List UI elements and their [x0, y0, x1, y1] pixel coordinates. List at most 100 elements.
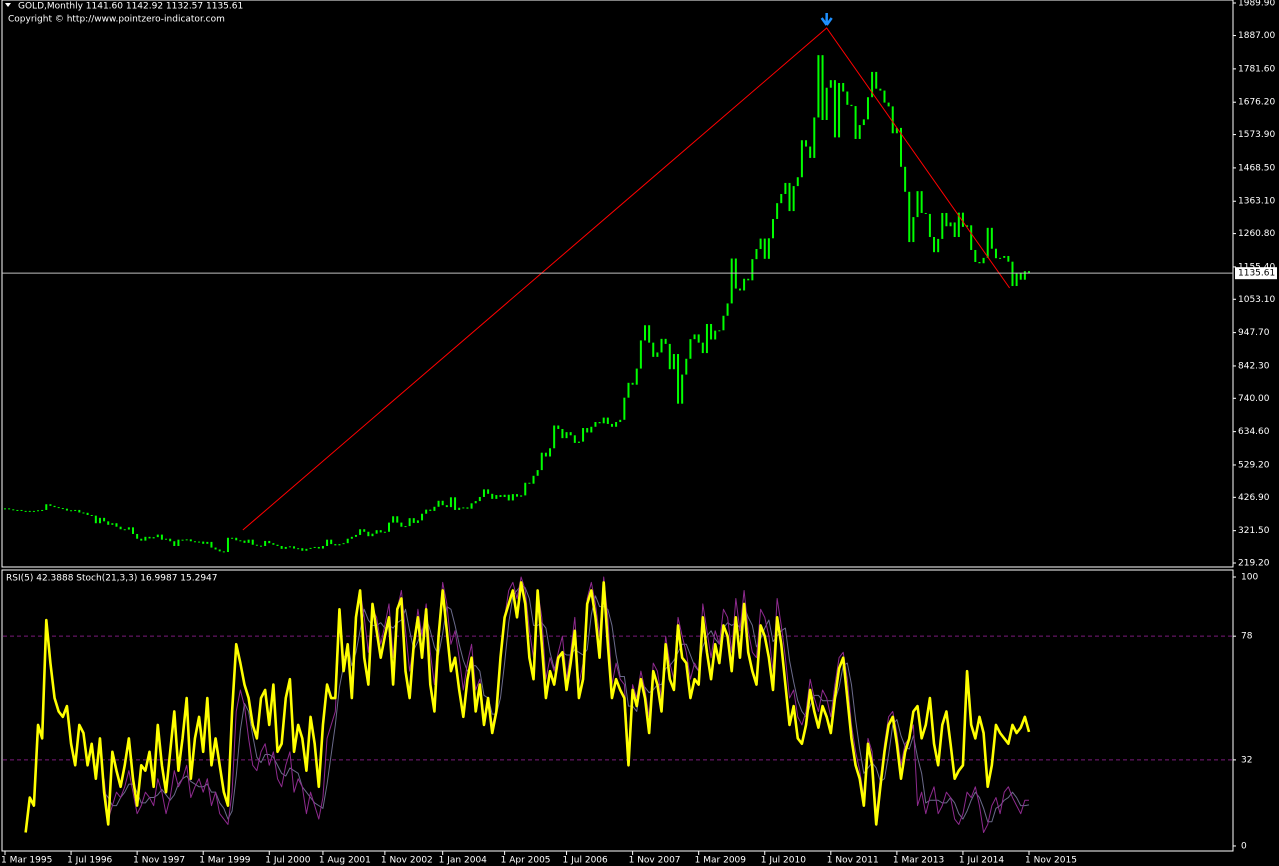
candle — [173, 541, 176, 546]
candle — [685, 358, 688, 375]
candle — [491, 493, 494, 499]
candle — [590, 426, 593, 433]
candle — [772, 218, 774, 239]
candle — [305, 548, 308, 551]
candle — [140, 538, 143, 541]
candle — [272, 543, 275, 545]
candle — [98, 517, 101, 524]
candle — [577, 441, 580, 443]
y-tick-label: 740.00 — [1238, 394, 1270, 404]
candle — [594, 422, 597, 427]
candle — [644, 325, 646, 341]
y-tick-label: 1260.80 — [1238, 229, 1275, 239]
candle — [800, 140, 803, 178]
candle — [953, 222, 956, 238]
candle — [908, 191, 911, 243]
x-tick-label: 1 Mar 2013 — [893, 856, 944, 866]
candle — [1015, 273, 1018, 287]
candle — [32, 510, 35, 512]
candle — [623, 397, 626, 420]
candle — [933, 237, 936, 253]
candle — [627, 382, 630, 398]
main-pane-border — [1, 0, 1234, 568]
candle — [132, 527, 134, 534]
candle — [276, 544, 279, 546]
candle — [974, 249, 977, 262]
candle — [582, 428, 585, 442]
candle — [148, 536, 151, 539]
candle — [842, 82, 845, 92]
candle — [86, 512, 89, 516]
x-tick-label: 1 Nov 2015 — [1025, 856, 1077, 866]
candle — [251, 539, 254, 545]
y-tick-label: 1989.90 — [1238, 0, 1275, 9]
x-tick-label: 1 Jul 2010 — [761, 856, 806, 866]
candle — [222, 551, 225, 553]
x-tick-label: 1 Jul 2014 — [959, 856, 1004, 866]
candle — [854, 106, 857, 139]
candle — [111, 523, 114, 525]
candle — [507, 494, 510, 501]
candle — [482, 489, 485, 497]
candle — [388, 522, 390, 532]
candle — [454, 497, 457, 510]
candle — [879, 88, 882, 91]
symbol-menu-icon[interactable] — [5, 3, 11, 7]
candle — [57, 507, 60, 509]
zigzag-line — [242, 27, 1010, 531]
candle — [817, 55, 820, 118]
candle — [1003, 255, 1006, 258]
candle — [421, 513, 424, 521]
candle — [206, 541, 209, 544]
candle — [437, 500, 440, 507]
candle — [1011, 261, 1014, 287]
candle — [404, 526, 407, 528]
indicator-line — [103, 584, 1030, 823]
candle — [326, 539, 329, 546]
candle — [4, 508, 6, 510]
candle — [941, 212, 944, 239]
candle — [78, 509, 81, 513]
candle — [788, 182, 791, 212]
candle — [189, 539, 192, 542]
y-tick-label: 1053.10 — [1238, 295, 1275, 305]
candle — [957, 212, 960, 238]
candle — [730, 258, 733, 304]
y-tick-label: 529.20 — [1238, 460, 1270, 470]
candle — [586, 428, 589, 433]
candle — [635, 368, 638, 385]
candle — [656, 352, 659, 357]
candle — [49, 504, 52, 506]
y-tick-label: 1676.20 — [1238, 98, 1275, 108]
candle — [346, 538, 349, 544]
candle — [829, 80, 832, 88]
current-price-box — [1235, 267, 1277, 280]
candle — [850, 104, 853, 107]
candle — [53, 505, 56, 508]
candle — [449, 497, 452, 508]
candle — [701, 342, 704, 354]
candle — [156, 534, 159, 538]
candle — [210, 541, 213, 548]
candle — [243, 540, 246, 543]
candle — [342, 543, 345, 545]
candle — [846, 91, 849, 105]
y-tick-label: 634.60 — [1238, 427, 1270, 437]
y-tick-label: 32 — [1241, 755, 1252, 765]
candle — [94, 515, 97, 524]
candle — [462, 507, 465, 509]
candle — [412, 518, 415, 523]
candle — [751, 259, 754, 281]
candle — [767, 238, 770, 259]
candle — [759, 238, 762, 250]
candle — [833, 80, 836, 138]
candle — [136, 533, 139, 539]
candle — [615, 422, 618, 427]
candle — [891, 106, 894, 134]
candle — [573, 435, 576, 443]
candle — [185, 539, 188, 541]
candle — [8, 508, 11, 510]
candle — [668, 343, 671, 370]
candle — [978, 261, 981, 264]
